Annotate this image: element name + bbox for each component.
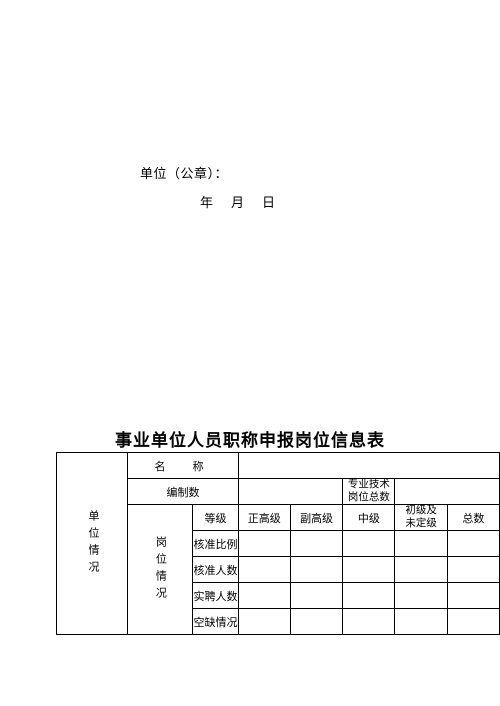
- row-hzrs-c5: [447, 557, 499, 583]
- row-hzrs-label: 核准人数: [193, 557, 238, 583]
- info-table: 单位情况 名 称 编制数 专业技术 岗位总数 岗位情况 等级 正高级 副高级 中…: [56, 452, 500, 635]
- row-kqqk-c2: [290, 609, 342, 635]
- row-hzbl-label: 核准比例: [193, 531, 238, 557]
- row-kqqk-c1: [238, 609, 290, 635]
- row-kqqk-c3: [343, 609, 395, 635]
- row-hzrs-c4: [395, 557, 447, 583]
- row-hzbl-c4: [395, 531, 447, 557]
- hdr-zs: 总数: [447, 505, 499, 531]
- hdr-zj: 中级: [343, 505, 395, 531]
- page: 单位（公章）： 年 月 日 事业单位人员职称申报岗位信息表 单位情况 名 称 编制数…: [0, 0, 500, 706]
- seal-unit-line: 单位（公章）：: [140, 160, 275, 189]
- row-hzbl-c2: [290, 531, 342, 557]
- row-sprs-label: 实聘人数: [193, 583, 238, 609]
- seal-date-line: 年月日: [140, 189, 275, 218]
- doc-title: 事业单位人员职称申报岗位信息表: [0, 426, 500, 451]
- row-hzbl-c1: [238, 531, 290, 557]
- row-hzrs-c2: [290, 557, 342, 583]
- cell-bianzhi-label: 编制数: [128, 479, 238, 505]
- seal-day: 日: [262, 195, 275, 210]
- cell-bianzhi-value: [238, 479, 343, 505]
- row-kqqk-c4: [395, 609, 447, 635]
- row-sprs-c4: [395, 583, 447, 609]
- hdr-fg: 副高级: [290, 505, 342, 531]
- hdr-zg: 正高级: [238, 505, 290, 531]
- row-hzbl-c5: [447, 531, 499, 557]
- side-label-post: 岗位情况: [128, 505, 193, 635]
- row-kqqk-c5: [447, 609, 499, 635]
- row-hzrs-c3: [343, 557, 395, 583]
- hdr-cj: 初级及 未定级: [395, 505, 447, 531]
- cell-name-value: [238, 453, 499, 479]
- row-hzbl-c3: [343, 531, 395, 557]
- seal-year: 年: [200, 195, 213, 210]
- row-sprs-c3: [343, 583, 395, 609]
- cell-zyjs-value: [395, 479, 500, 505]
- hdr-dengji: 等级: [193, 505, 238, 531]
- row-hzrs-c1: [238, 557, 290, 583]
- cell-name-label: 名 称: [128, 453, 238, 479]
- cell-zyjs-label: 专业技术 岗位总数: [343, 479, 395, 505]
- seal-block: 单位（公章）： 年 月 日: [140, 160, 275, 217]
- side-label-unit: 单位情况: [57, 453, 128, 635]
- table-row: 单位情况 名 称: [57, 453, 500, 479]
- seal-month: 月: [231, 195, 244, 210]
- row-sprs-c5: [447, 583, 499, 609]
- row-sprs-c1: [238, 583, 290, 609]
- row-kqqk-label: 空缺情况: [193, 609, 238, 635]
- row-sprs-c2: [290, 583, 342, 609]
